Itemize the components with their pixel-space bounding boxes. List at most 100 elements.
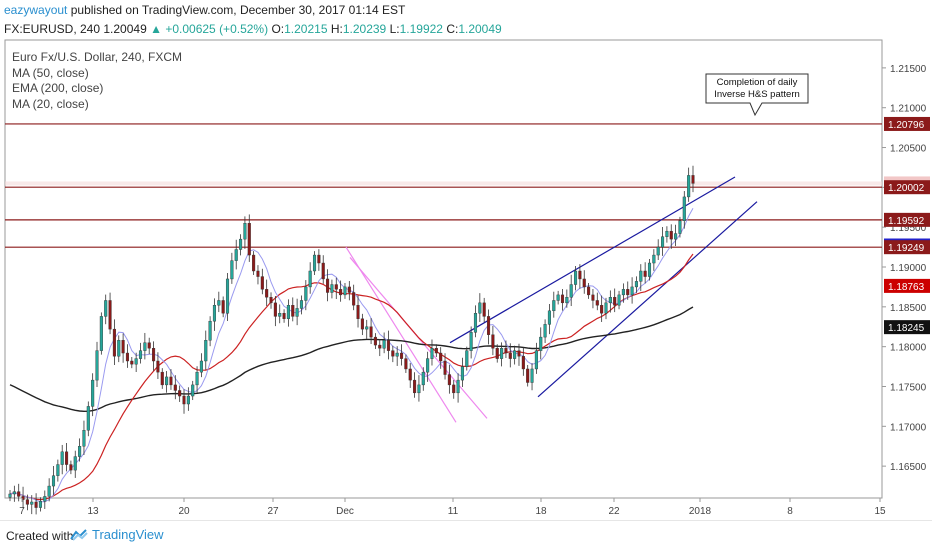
bear-candle [600, 305, 604, 314]
price-chart[interactable]: 1.215001.210001.205001.200001.195001.190… [0, 38, 932, 518]
bull-candle [647, 262, 652, 277]
bear-candle [504, 348, 508, 354]
bull-candle [286, 305, 290, 319]
bull-candle [421, 371, 425, 386]
bull-candle [191, 384, 195, 397]
tradingview-logo-icon [70, 528, 88, 541]
bull-candle [552, 300, 556, 312]
x-tick-label: 8 [787, 506, 793, 517]
price-label-box [884, 212, 930, 227]
bull-candle [47, 485, 51, 497]
ma-20-line [9, 207, 694, 503]
bear-candle [152, 348, 156, 362]
price-label-text: 1.20796 [888, 120, 925, 131]
bull-candle [534, 350, 538, 370]
y-tick-label: 1.21500 [890, 64, 927, 75]
legend-ma50[interactable]: MA (50, close) [12, 65, 89, 80]
price-label-text: 1.20002 [888, 183, 925, 194]
bull-candle [478, 302, 482, 314]
legend-ma20[interactable]: MA (20, close) [12, 96, 89, 111]
author-link[interactable]: eazywayout [4, 3, 68, 17]
bear-candle [273, 302, 277, 317]
bear-candle [125, 352, 129, 362]
bull-candle [299, 300, 304, 309]
bull-candle [195, 371, 199, 386]
low-value: 1.19922 [399, 22, 443, 36]
tradingview-brand-label: TradingView [92, 527, 164, 542]
bear-candle [578, 270, 582, 280]
bull-candle [199, 360, 203, 373]
x-tick-label: Dec [336, 506, 354, 517]
bear-candle [491, 334, 495, 349]
bull-candle [208, 320, 212, 341]
price-label-text: 1.18245 [888, 323, 925, 334]
x-tick-label: 15 [874, 506, 886, 517]
bear-candle [178, 390, 182, 397]
price-label-box [884, 278, 930, 293]
bear-candle [352, 292, 356, 306]
bull-candle [186, 395, 190, 405]
x-tick-label: 7 [19, 506, 25, 517]
bull-candle [308, 270, 312, 288]
annotation-callout[interactable]: Completion of daily Inverse H&S pattern [705, 73, 809, 117]
callout-line-1: Completion of daily [717, 77, 798, 88]
bull-candle [569, 284, 573, 298]
chart-area[interactable]: 1.215001.210001.205001.200001.195001.190… [0, 38, 932, 518]
bull-candle [295, 308, 299, 317]
publish-line: eazywayout published on TradingView.com,… [4, 3, 405, 17]
bull-candle [217, 300, 221, 306]
x-tick-label: 20 [178, 506, 190, 517]
bull-candle [312, 254, 317, 272]
bull-candle [278, 313, 282, 317]
published-text: published on TradingView.com, December 3… [70, 3, 406, 17]
bear-candle [256, 270, 260, 277]
bear-candle [526, 368, 530, 383]
bull-candle [547, 310, 551, 325]
bear-candle [482, 302, 486, 317]
bear-candle [156, 360, 160, 373]
ema-200-line [9, 306, 694, 413]
bull-candle [500, 348, 504, 359]
y-tick-label: 1.17000 [890, 422, 927, 433]
bull-candle [51, 475, 56, 487]
bear-candle [587, 286, 591, 296]
bull-candle [456, 379, 460, 394]
close-label: C: [446, 22, 459, 36]
y-tick-label: 1.16500 [890, 462, 927, 473]
price-label-text: 1.18763 [888, 282, 925, 293]
bear-candle [317, 254, 321, 264]
price-change: +0.00625 (+0.52%) [165, 22, 269, 36]
bull-candle [395, 352, 399, 357]
symbol-line: FX:EURUSD, 240 1.20049 ▲ +0.00625 (+0.52… [4, 22, 502, 36]
bear-candle [486, 316, 491, 335]
bull-candle [230, 260, 234, 280]
bull-candle [212, 305, 217, 322]
ma-50-line [9, 253, 694, 501]
bear-candle [399, 352, 404, 359]
tradingview-brand[interactable]: TradingView [70, 527, 164, 542]
y-tick-label: 1.17500 [890, 382, 927, 393]
bull-candle [117, 340, 121, 357]
bull-candle [225, 278, 230, 314]
bear-candle [391, 350, 395, 357]
bear-candle [386, 340, 391, 351]
bull-candle [617, 294, 621, 306]
bear-candle [560, 294, 565, 304]
bear-candle [17, 491, 21, 497]
bear-candle [626, 289, 630, 296]
bear-candle [643, 270, 647, 277]
bear-candle [69, 464, 73, 471]
y-tick-label: 1.19000 [890, 263, 927, 274]
bull-candle [543, 324, 547, 338]
bull-candle [204, 340, 208, 362]
bull-candle [661, 236, 665, 248]
bull-candle [430, 348, 434, 359]
bull-candle [665, 230, 669, 237]
bear-candle [591, 294, 595, 301]
bull-candle [530, 368, 534, 383]
created-with-label: Created with [6, 529, 74, 543]
bull-candle [469, 332, 473, 351]
bear-candle [447, 374, 451, 386]
bear-candle [373, 336, 377, 346]
legend-ema200[interactable]: EMA (200, close) [12, 81, 104, 95]
